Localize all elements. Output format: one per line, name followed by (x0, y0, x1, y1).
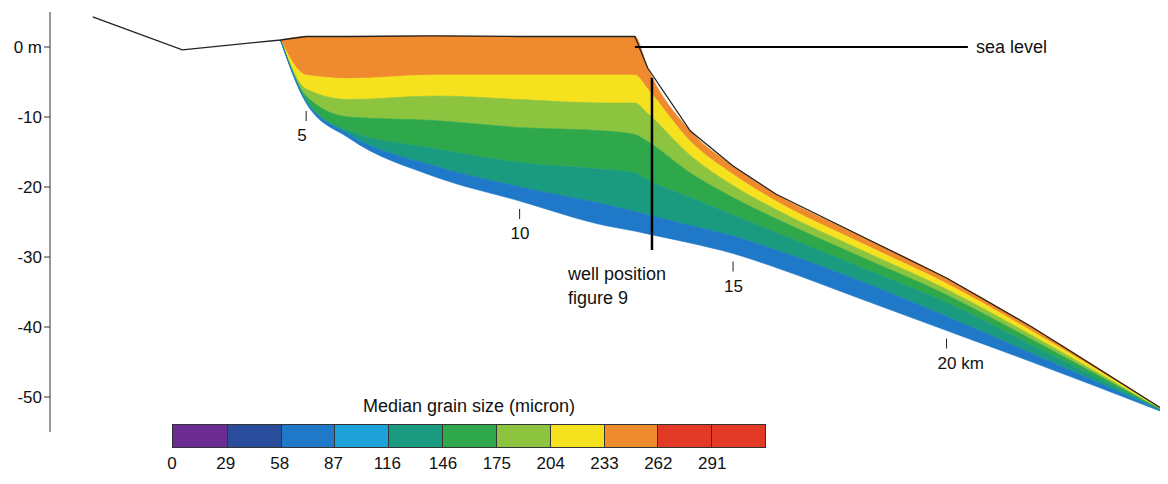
svg-text:well position: well position (567, 264, 666, 284)
svg-text:sea level: sea level (976, 37, 1047, 57)
svg-text:-40: -40 (17, 318, 42, 337)
svg-text:20 km: 20 km (938, 354, 984, 373)
html-text:0: 0 (167, 454, 177, 473)
html-text:233: 233 (590, 454, 619, 473)
svg-text:-50: -50 (17, 388, 42, 407)
html-text:Median grain size (micron): Median grain size (micron) (363, 396, 575, 416)
html-text:29: 29 (216, 454, 236, 473)
html-text:291: 291 (698, 454, 727, 473)
svg-text:10: 10 (511, 224, 530, 243)
svg-text:figure 9: figure 9 (568, 288, 628, 308)
html-text:146: 146 (428, 454, 458, 473)
html-text:58: 58 (270, 454, 290, 473)
svg-text:-30: -30 (17, 248, 42, 267)
svg-text:-20: -20 (17, 178, 42, 197)
html-text:262: 262 (644, 454, 673, 473)
html-text:87: 87 (324, 454, 343, 473)
svg-text:15: 15 (724, 277, 743, 296)
html-text:116: 116 (373, 454, 401, 473)
svg-text:0 m: 0 m (14, 38, 42, 57)
svg-text:-10: -10 (17, 108, 42, 127)
html-text:175: 175 (482, 454, 511, 473)
html-text:204: 204 (536, 454, 565, 473)
svg-text:5: 5 (297, 126, 306, 145)
